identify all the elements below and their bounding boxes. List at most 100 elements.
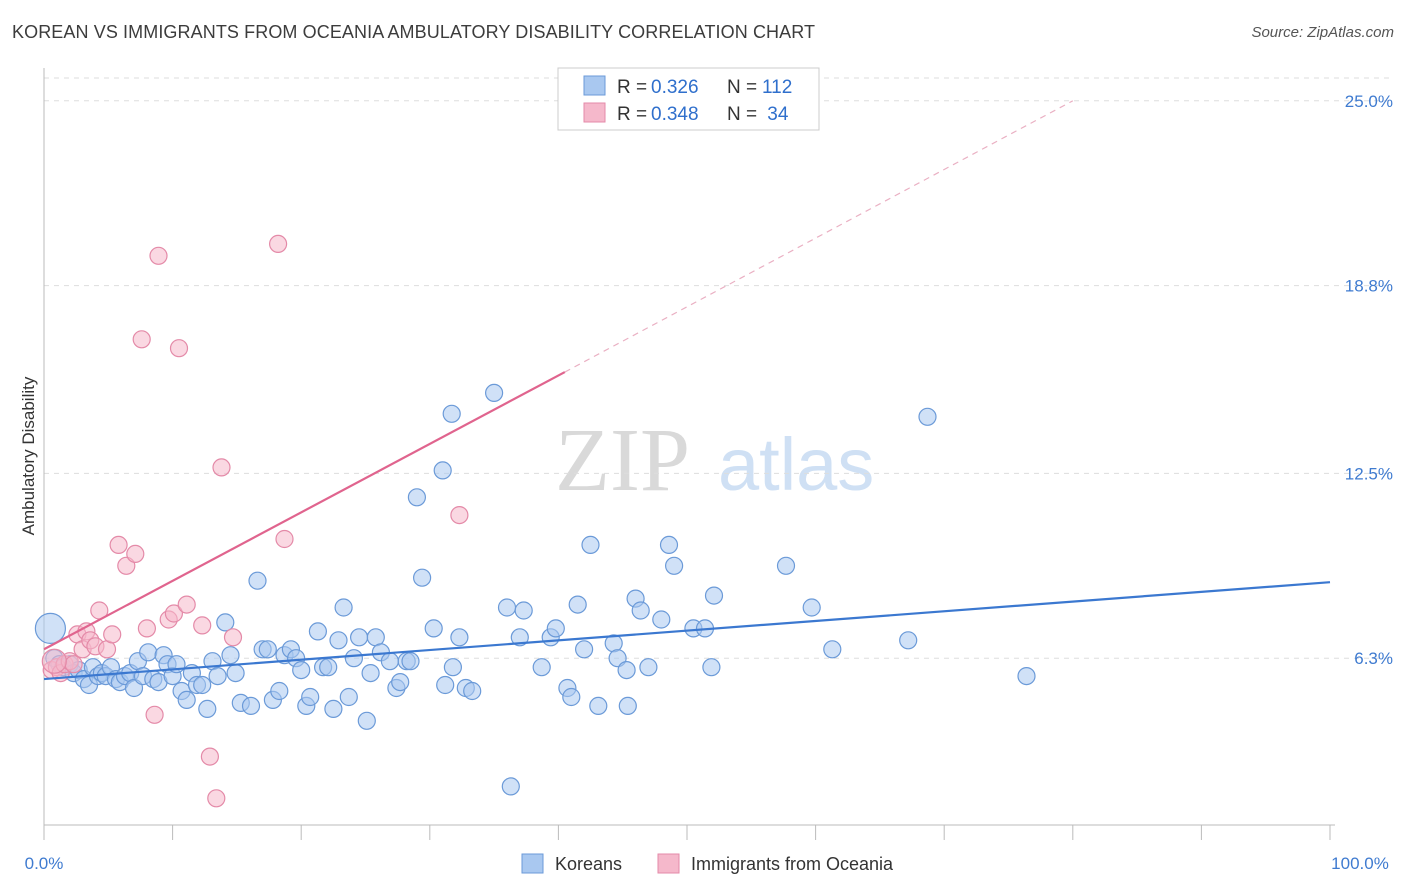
bottom-legend-koreans: Koreans — [555, 854, 622, 874]
koreans-point-107 — [704, 586, 724, 605]
koreans-point-59 — [344, 649, 363, 668]
koreans-point-84 — [514, 601, 533, 620]
koreans-point-76 — [450, 628, 469, 647]
oceania-point-30 — [269, 234, 288, 253]
koreans-point-37 — [221, 646, 240, 665]
trend-lines — [43, 100, 1331, 681]
koreans-point-110 — [823, 640, 842, 659]
koreans-point-52 — [308, 622, 327, 641]
koreans-point-75 — [443, 658, 462, 677]
koreans-point-78 — [463, 681, 482, 701]
koreans-point-81 — [497, 598, 517, 617]
bottom-legend-swatch-koreans — [521, 853, 544, 874]
koreans-point-45 — [270, 681, 289, 701]
koreans-point-67 — [391, 672, 410, 692]
koreans-point-109 — [802, 598, 821, 617]
grid-lines — [44, 77, 1392, 659]
koreans-point-91 — [574, 640, 594, 659]
oceania-point-31 — [275, 529, 294, 549]
oceania-point-14 — [109, 535, 128, 555]
y-tick-label-1: 12.5% — [1345, 464, 1393, 483]
koreans-point-111 — [899, 631, 918, 650]
x-tick-label-min: 0.0% — [25, 854, 64, 873]
trend-line-oceania — [43, 371, 566, 651]
oceania-point-17 — [132, 330, 151, 349]
koreans-point-89 — [562, 687, 581, 707]
watermark-zip: ZIP — [555, 411, 690, 510]
y-tick-label-2: 18.8% — [1345, 277, 1393, 296]
y-tick-labels: 6.3% 12.5% 18.8% 25.0% — [1345, 92, 1393, 668]
legend-n-value-1: 112 — [762, 77, 792, 98]
legend-r-label-2: R = — [617, 104, 652, 125]
koreans-point-73 — [433, 461, 452, 480]
koreans-point-106 — [702, 658, 721, 677]
series-koreans-points — [34, 383, 1036, 796]
legend: R = 0.326 N = 112 R = 0.348 N = 34 — [557, 67, 820, 131]
koreans-point-58 — [339, 687, 358, 707]
legend-n-label-1: N = — [727, 77, 762, 98]
bottom-legend-swatch-oceania — [657, 853, 680, 874]
koreans-point-99 — [631, 601, 650, 620]
koreans-point-83 — [510, 628, 529, 647]
koreans-point-90 — [568, 595, 587, 614]
koreans-point-29 — [177, 690, 196, 710]
koreans-point-101 — [652, 610, 671, 629]
bottom-legend-oceania: Immigrants from Oceania — [691, 854, 894, 874]
koreans-point-97 — [618, 696, 637, 716]
oceania-point-29 — [223, 628, 243, 647]
koreans-point-40 — [241, 696, 261, 716]
koreans-point-57 — [334, 598, 353, 617]
koreans-point-82 — [501, 777, 520, 796]
trend-line-oceania-extension — [564, 100, 1074, 373]
koreans-point-71 — [413, 568, 432, 587]
koreans-point-33 — [198, 699, 217, 719]
koreans-point-54 — [319, 658, 338, 677]
trend-line-koreans — [43, 581, 1331, 681]
legend-swatch-oceania — [583, 102, 606, 123]
koreans-point-61 — [357, 711, 376, 730]
koreans-point-65 — [380, 652, 399, 671]
x-tick-label-max: 100.0% — [1331, 854, 1389, 873]
koreans-point-0 — [34, 612, 67, 645]
koreans-point-87 — [546, 619, 565, 638]
koreans-point-43 — [258, 640, 277, 659]
koreans-point-80 — [485, 383, 504, 402]
koreans-point-55 — [324, 699, 343, 719]
y-axis-label: Ambulatory Disability — [19, 376, 38, 535]
koreans-point-79 — [442, 404, 461, 423]
koreans-point-96 — [617, 660, 636, 680]
koreans-point-21 — [139, 643, 158, 662]
legend-n-label-2: N = — [727, 104, 762, 125]
koreans-point-103 — [664, 556, 684, 575]
y-tick-label-0: 6.3% — [1354, 649, 1393, 668]
y-tick-label-3: 25.0% — [1345, 92, 1393, 111]
koreans-point-49 — [292, 660, 311, 680]
series-oceania-points — [41, 234, 469, 808]
oceania-point-24 — [177, 595, 196, 614]
legend-swatch-koreans — [583, 75, 606, 96]
oceania-point-25 — [193, 616, 212, 635]
bottom-legend: Koreans Immigrants from Oceania — [521, 853, 894, 874]
oceania-point-26 — [200, 747, 219, 766]
legend-r-value-2: 0.348 — [651, 104, 699, 125]
koreans-point-74 — [436, 675, 455, 695]
oceania-point-32 — [450, 505, 469, 525]
oceania-point-16 — [126, 544, 145, 564]
koreans-point-32 — [193, 675, 212, 695]
koreans-point-69 — [401, 652, 420, 671]
source-label: Source: ZipAtlas.com — [1251, 24, 1394, 41]
legend-r-label-1: R = — [617, 77, 652, 98]
x-ticks — [43, 825, 1331, 840]
watermark-atlas: atlas — [718, 423, 874, 506]
koreans-point-41 — [248, 571, 267, 590]
oceania-point-22 — [164, 604, 183, 623]
koreans-point-70 — [407, 488, 426, 507]
oceania-point-18 — [137, 619, 156, 638]
koreans-point-62 — [361, 663, 380, 683]
koreans-point-60 — [350, 628, 369, 647]
koreans-point-72 — [424, 619, 443, 638]
koreans-point-85 — [532, 658, 551, 677]
koreans-point-108 — [776, 556, 796, 575]
koreans-point-92 — [581, 535, 600, 555]
